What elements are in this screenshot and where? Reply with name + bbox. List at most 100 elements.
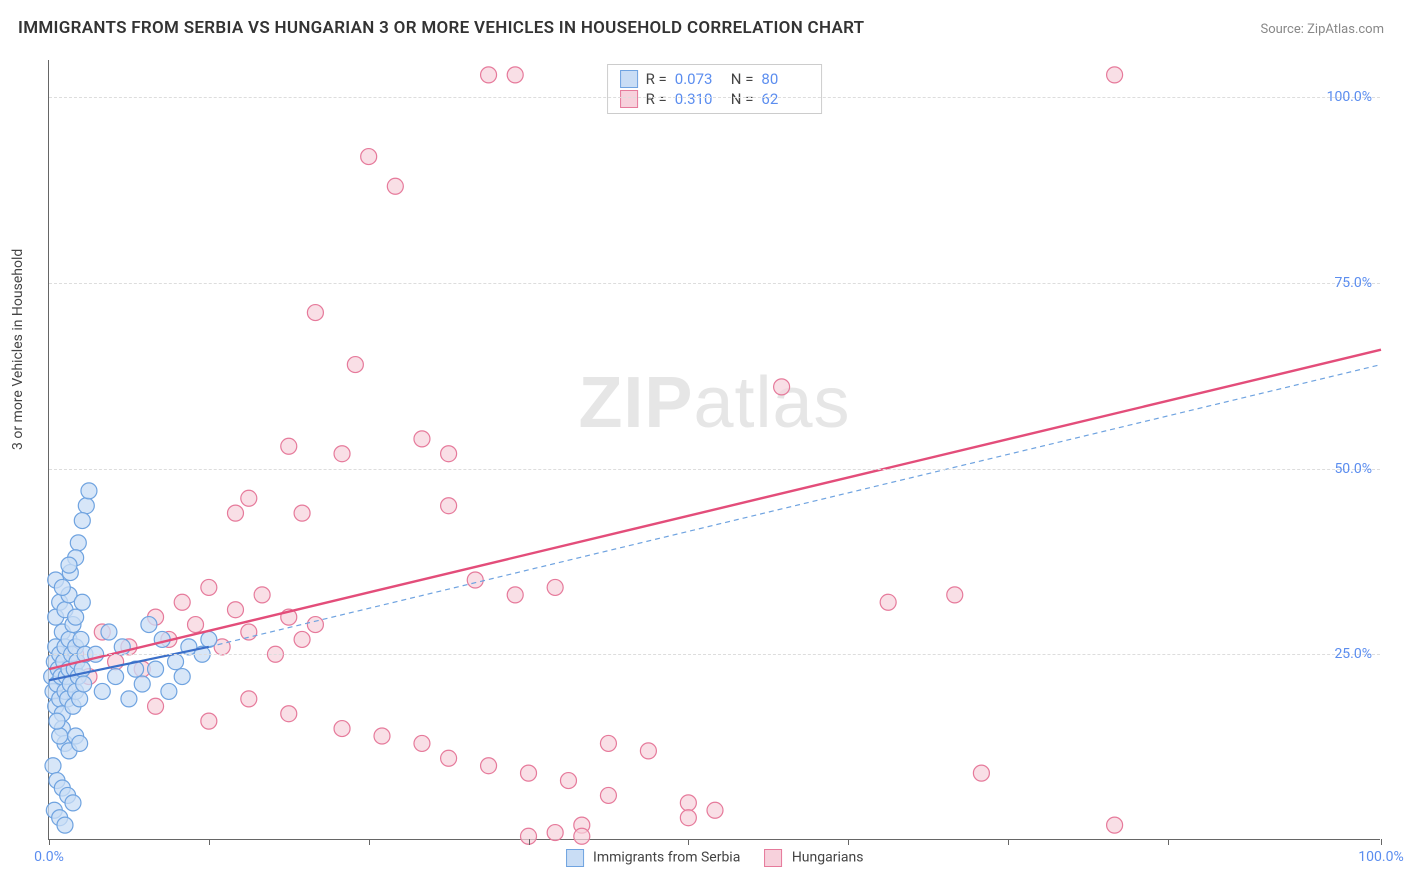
data-point (521, 765, 537, 781)
data-point (72, 735, 88, 751)
ytick-label: 50.0% (1334, 461, 1372, 477)
bottom-legend: Immigrants from Serbia Hungarians (566, 849, 864, 867)
data-point (52, 728, 68, 744)
data-point (640, 743, 656, 759)
data-point (707, 802, 723, 818)
data-point (574, 828, 590, 844)
data-point (947, 587, 963, 603)
data-point (1107, 67, 1123, 83)
data-point (307, 305, 323, 321)
xtick (688, 839, 689, 845)
data-point (880, 594, 896, 610)
trend-line (49, 350, 1381, 669)
data-point (241, 490, 257, 506)
ytick-label: 100.0% (1327, 89, 1372, 105)
xtick (1168, 839, 1169, 845)
gridline (49, 654, 1380, 655)
source-attribution: Source: ZipAtlas.com (1260, 22, 1384, 37)
data-point (467, 572, 483, 588)
data-point (481, 758, 497, 774)
plot-area: ZIPatlas R = 0.073 N = 80 R = 0.310 N = … (48, 60, 1380, 840)
data-point (161, 683, 177, 699)
gridline (49, 97, 1380, 98)
data-point (547, 579, 563, 595)
data-point (507, 67, 523, 83)
y-axis-label: 3 or more Vehicles in Household (10, 249, 26, 450)
swatch-hungarian-bottom (764, 849, 782, 867)
data-point (201, 631, 217, 647)
swatch-serbia-bottom (566, 849, 584, 867)
legend-label-serbia: Immigrants from Serbia (593, 850, 740, 866)
xtick (49, 839, 50, 845)
data-point (141, 617, 157, 633)
data-point (74, 513, 90, 529)
xtick-label: 100.0% (1358, 849, 1403, 865)
data-point (65, 795, 81, 811)
data-point (481, 67, 497, 83)
xtick (529, 839, 530, 845)
xtick (1381, 839, 1382, 845)
trend-line-dashed (209, 365, 1381, 647)
data-point (68, 609, 84, 625)
data-point (347, 357, 363, 373)
data-point (414, 431, 430, 447)
gridline (49, 469, 1380, 470)
plot-svg (49, 60, 1380, 839)
data-point (81, 483, 97, 499)
gridline (49, 283, 1380, 284)
data-point (1107, 817, 1123, 833)
data-point (78, 498, 94, 514)
data-point (680, 810, 696, 826)
data-point (294, 631, 310, 647)
legend-item-hungarian: Hungarians (764, 849, 863, 867)
data-point (201, 713, 217, 729)
data-point (600, 735, 616, 751)
data-point (361, 149, 377, 165)
data-point (600, 787, 616, 803)
data-point (94, 683, 110, 699)
data-point (680, 795, 696, 811)
data-point (174, 594, 190, 610)
chart-title: IMMIGRANTS FROM SERBIA VS HUNGARIAN 3 OR… (18, 18, 864, 38)
data-point (57, 817, 73, 833)
data-point (281, 706, 297, 722)
data-point (174, 669, 190, 685)
xtick (209, 839, 210, 845)
data-point (227, 505, 243, 521)
ytick-label: 75.0% (1334, 275, 1372, 291)
data-point (507, 587, 523, 603)
data-point (49, 713, 65, 729)
data-point (294, 505, 310, 521)
data-point (148, 661, 164, 677)
data-point (973, 765, 989, 781)
data-point (188, 617, 204, 633)
xtick (369, 839, 370, 845)
data-point (560, 773, 576, 789)
data-point (547, 825, 563, 841)
xtick (848, 839, 849, 845)
data-point (148, 698, 164, 714)
data-point (281, 438, 297, 454)
xtick (1008, 839, 1009, 845)
data-point (70, 535, 86, 551)
data-point (374, 728, 390, 744)
data-point (227, 602, 243, 618)
data-point (121, 691, 137, 707)
data-point (201, 579, 217, 595)
data-point (414, 735, 430, 751)
data-point (73, 631, 89, 647)
data-point (241, 624, 257, 640)
data-point (307, 617, 323, 633)
data-point (134, 676, 150, 692)
data-point (101, 624, 117, 640)
data-point (54, 579, 70, 595)
legend-item-serbia: Immigrants from Serbia (566, 849, 741, 867)
data-point (774, 379, 790, 395)
data-point (387, 178, 403, 194)
legend-label-hungarian: Hungarians (792, 850, 864, 866)
ytick-label: 25.0% (1334, 646, 1372, 662)
data-point (61, 557, 77, 573)
data-point (441, 498, 457, 514)
xtick-label: 0.0% (34, 849, 64, 865)
data-point (108, 669, 124, 685)
